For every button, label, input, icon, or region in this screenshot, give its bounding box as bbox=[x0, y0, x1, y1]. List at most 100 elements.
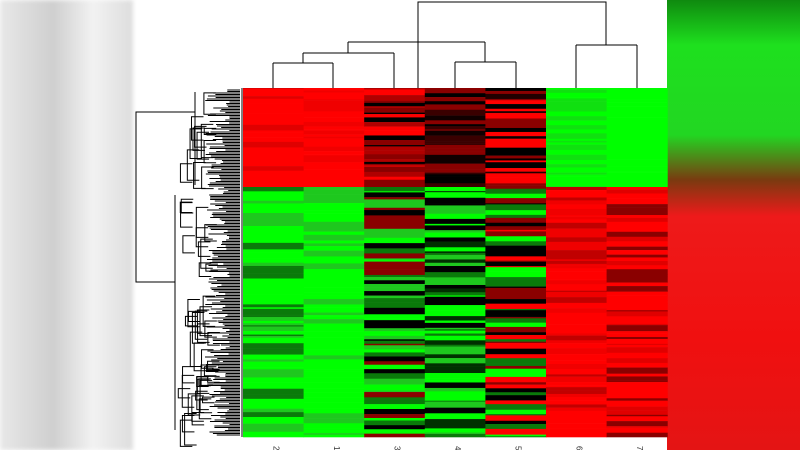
heatmap-stripe bbox=[606, 90, 668, 95]
heatmap-stripe bbox=[303, 397, 365, 403]
dendrogram-branch bbox=[202, 396, 215, 404]
heatmap-stripe bbox=[485, 424, 547, 430]
heatmap-stripe bbox=[424, 333, 486, 337]
heatmap-stripe bbox=[606, 284, 668, 287]
heatmap-stripe bbox=[303, 154, 365, 156]
heatmap-stripe bbox=[243, 420, 305, 424]
heatmap-stripe bbox=[546, 407, 608, 412]
column-label: 3 bbox=[393, 446, 402, 450]
heatmap-stripe bbox=[546, 180, 608, 187]
heatmap-stripe bbox=[364, 204, 426, 209]
heatmap-stripe bbox=[606, 134, 668, 141]
heatmap-stripe bbox=[485, 127, 547, 132]
heatmap-stripe bbox=[546, 297, 608, 304]
dendrogram-branch bbox=[189, 331, 203, 367]
heatmap-stripe bbox=[606, 311, 668, 317]
heatmap-stripe bbox=[606, 325, 668, 332]
heatmap-stripe bbox=[364, 135, 426, 141]
heatmap-stripe bbox=[424, 370, 486, 374]
heatmap-stripe bbox=[606, 102, 668, 107]
heatmap-stripe bbox=[606, 310, 668, 312]
heatmap-stripe bbox=[424, 401, 486, 407]
heatmap-stripe bbox=[364, 253, 426, 259]
heatmap-stripe bbox=[606, 110, 668, 115]
heatmap-stripe bbox=[424, 305, 486, 311]
heatmap-stripe bbox=[303, 100, 365, 107]
heatmap-stripe bbox=[424, 253, 486, 256]
heatmap-stripe bbox=[485, 415, 547, 422]
heatmap-stripe bbox=[606, 257, 668, 262]
heatmap-stripe bbox=[424, 326, 486, 329]
heatmap-stripe bbox=[424, 247, 486, 252]
heatmap-stripe bbox=[485, 376, 547, 383]
heatmap-stripe bbox=[243, 320, 305, 324]
heatmap-stripe bbox=[546, 144, 608, 151]
heatmap-stripe bbox=[424, 330, 486, 334]
heatmap-stripe bbox=[546, 98, 608, 102]
heatmap-stripe bbox=[546, 374, 608, 377]
heatmap-stripe bbox=[485, 271, 547, 278]
heatmap-stripe bbox=[485, 120, 547, 126]
heatmap-stripe bbox=[364, 349, 426, 353]
heatmap-stripe bbox=[606, 231, 668, 238]
heatmap-stripe bbox=[485, 286, 547, 289]
dendrogram-branch bbox=[179, 163, 193, 183]
heatmap-stripe bbox=[485, 198, 547, 204]
heatmap-stripe bbox=[424, 203, 486, 206]
heatmap-stripe bbox=[485, 334, 547, 340]
heatmap-stripe bbox=[424, 213, 486, 220]
heatmap-stripe bbox=[243, 150, 305, 156]
heatmap-stripe bbox=[303, 226, 365, 232]
heatmap-stripe bbox=[485, 341, 547, 344]
heatmap-stripe bbox=[485, 317, 547, 319]
heatmap-stripe bbox=[606, 172, 668, 178]
heatmap-stripe bbox=[243, 361, 305, 368]
heatmap-stripe bbox=[424, 211, 486, 215]
heatmap-stripe bbox=[424, 223, 486, 226]
heatmap-stripe bbox=[606, 290, 668, 292]
heatmap-stripe bbox=[424, 322, 486, 327]
heatmap-stripe bbox=[606, 373, 668, 376]
heatmap-stripe bbox=[424, 241, 486, 248]
heatmap-stripe bbox=[303, 273, 365, 278]
heatmap-stripe bbox=[606, 300, 668, 304]
heatmap-stripe bbox=[424, 387, 486, 392]
heatmap-stripe bbox=[424, 266, 486, 271]
heatmap-stripe bbox=[364, 340, 426, 345]
heatmap-stripe bbox=[424, 180, 486, 184]
heatmap-stripe bbox=[364, 215, 426, 220]
heatmap-stripe bbox=[424, 406, 486, 408]
heatmap-stripe bbox=[303, 117, 365, 123]
heatmap-stripe bbox=[364, 414, 426, 419]
heatmap-stripe bbox=[424, 413, 486, 420]
heatmap-stripe bbox=[606, 427, 668, 434]
heatmap-stripe bbox=[303, 88, 365, 91]
heatmap-stripe bbox=[485, 250, 547, 257]
heatmap-stripe bbox=[424, 197, 486, 204]
heatmap-stripe bbox=[606, 193, 668, 199]
dendrogram-branch bbox=[204, 320, 217, 338]
heatmap-stripe bbox=[303, 160, 365, 163]
heatmap-stripe bbox=[606, 416, 668, 422]
heatmap-stripe bbox=[303, 263, 365, 270]
heatmap-stripe bbox=[303, 276, 365, 283]
heatmap-stripe bbox=[485, 231, 547, 237]
heatmap-stripe bbox=[243, 388, 305, 395]
heatmap-stripe bbox=[485, 388, 547, 393]
heatmap-stripe bbox=[546, 432, 608, 438]
heatmap-stripe bbox=[546, 382, 608, 386]
heatmap-stripe bbox=[606, 421, 668, 427]
heatmap-stripe bbox=[424, 205, 486, 212]
heatmap-stripe bbox=[364, 228, 426, 234]
heatmap-stripe bbox=[485, 222, 547, 227]
heatmap-stripe bbox=[606, 296, 668, 301]
heatmap-stripe bbox=[243, 307, 305, 310]
heatmap-stripe bbox=[485, 124, 547, 129]
dendrogram-branch bbox=[179, 201, 193, 213]
heatmap-stripe bbox=[606, 343, 668, 346]
heatmap-stripe bbox=[424, 176, 486, 182]
heatmap-stripe bbox=[546, 414, 608, 419]
heatmap-stripe bbox=[424, 124, 486, 127]
heatmap-stripe bbox=[606, 125, 668, 132]
heatmap-stripe bbox=[243, 103, 305, 109]
